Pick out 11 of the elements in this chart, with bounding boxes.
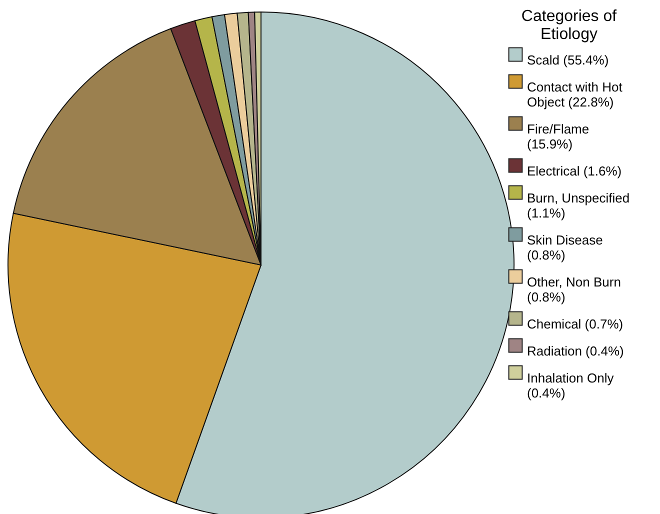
legend-label: Radiation (0.4%) xyxy=(527,344,624,358)
legend-label: Burn, Unspecified (1.1%) xyxy=(527,190,630,220)
legend-label: Scald (55.4%) xyxy=(527,52,609,68)
legend-label: Fire/Flame (15.9%) xyxy=(527,122,590,152)
legend-label: Inhalation Only (0.4%) xyxy=(527,370,614,400)
legend-title: Categories of Etiology xyxy=(521,8,618,43)
legend-label: Electrical (1.6%) xyxy=(527,164,622,178)
legend-label: Skin Disease (0.8%) xyxy=(527,232,603,262)
legend-label: Other, Non Burn (0.8%) xyxy=(527,274,621,304)
legend-label: Chemical (0.7%) xyxy=(527,316,624,332)
legend-label: Contact with Hot Object (22.8%) xyxy=(527,80,623,110)
